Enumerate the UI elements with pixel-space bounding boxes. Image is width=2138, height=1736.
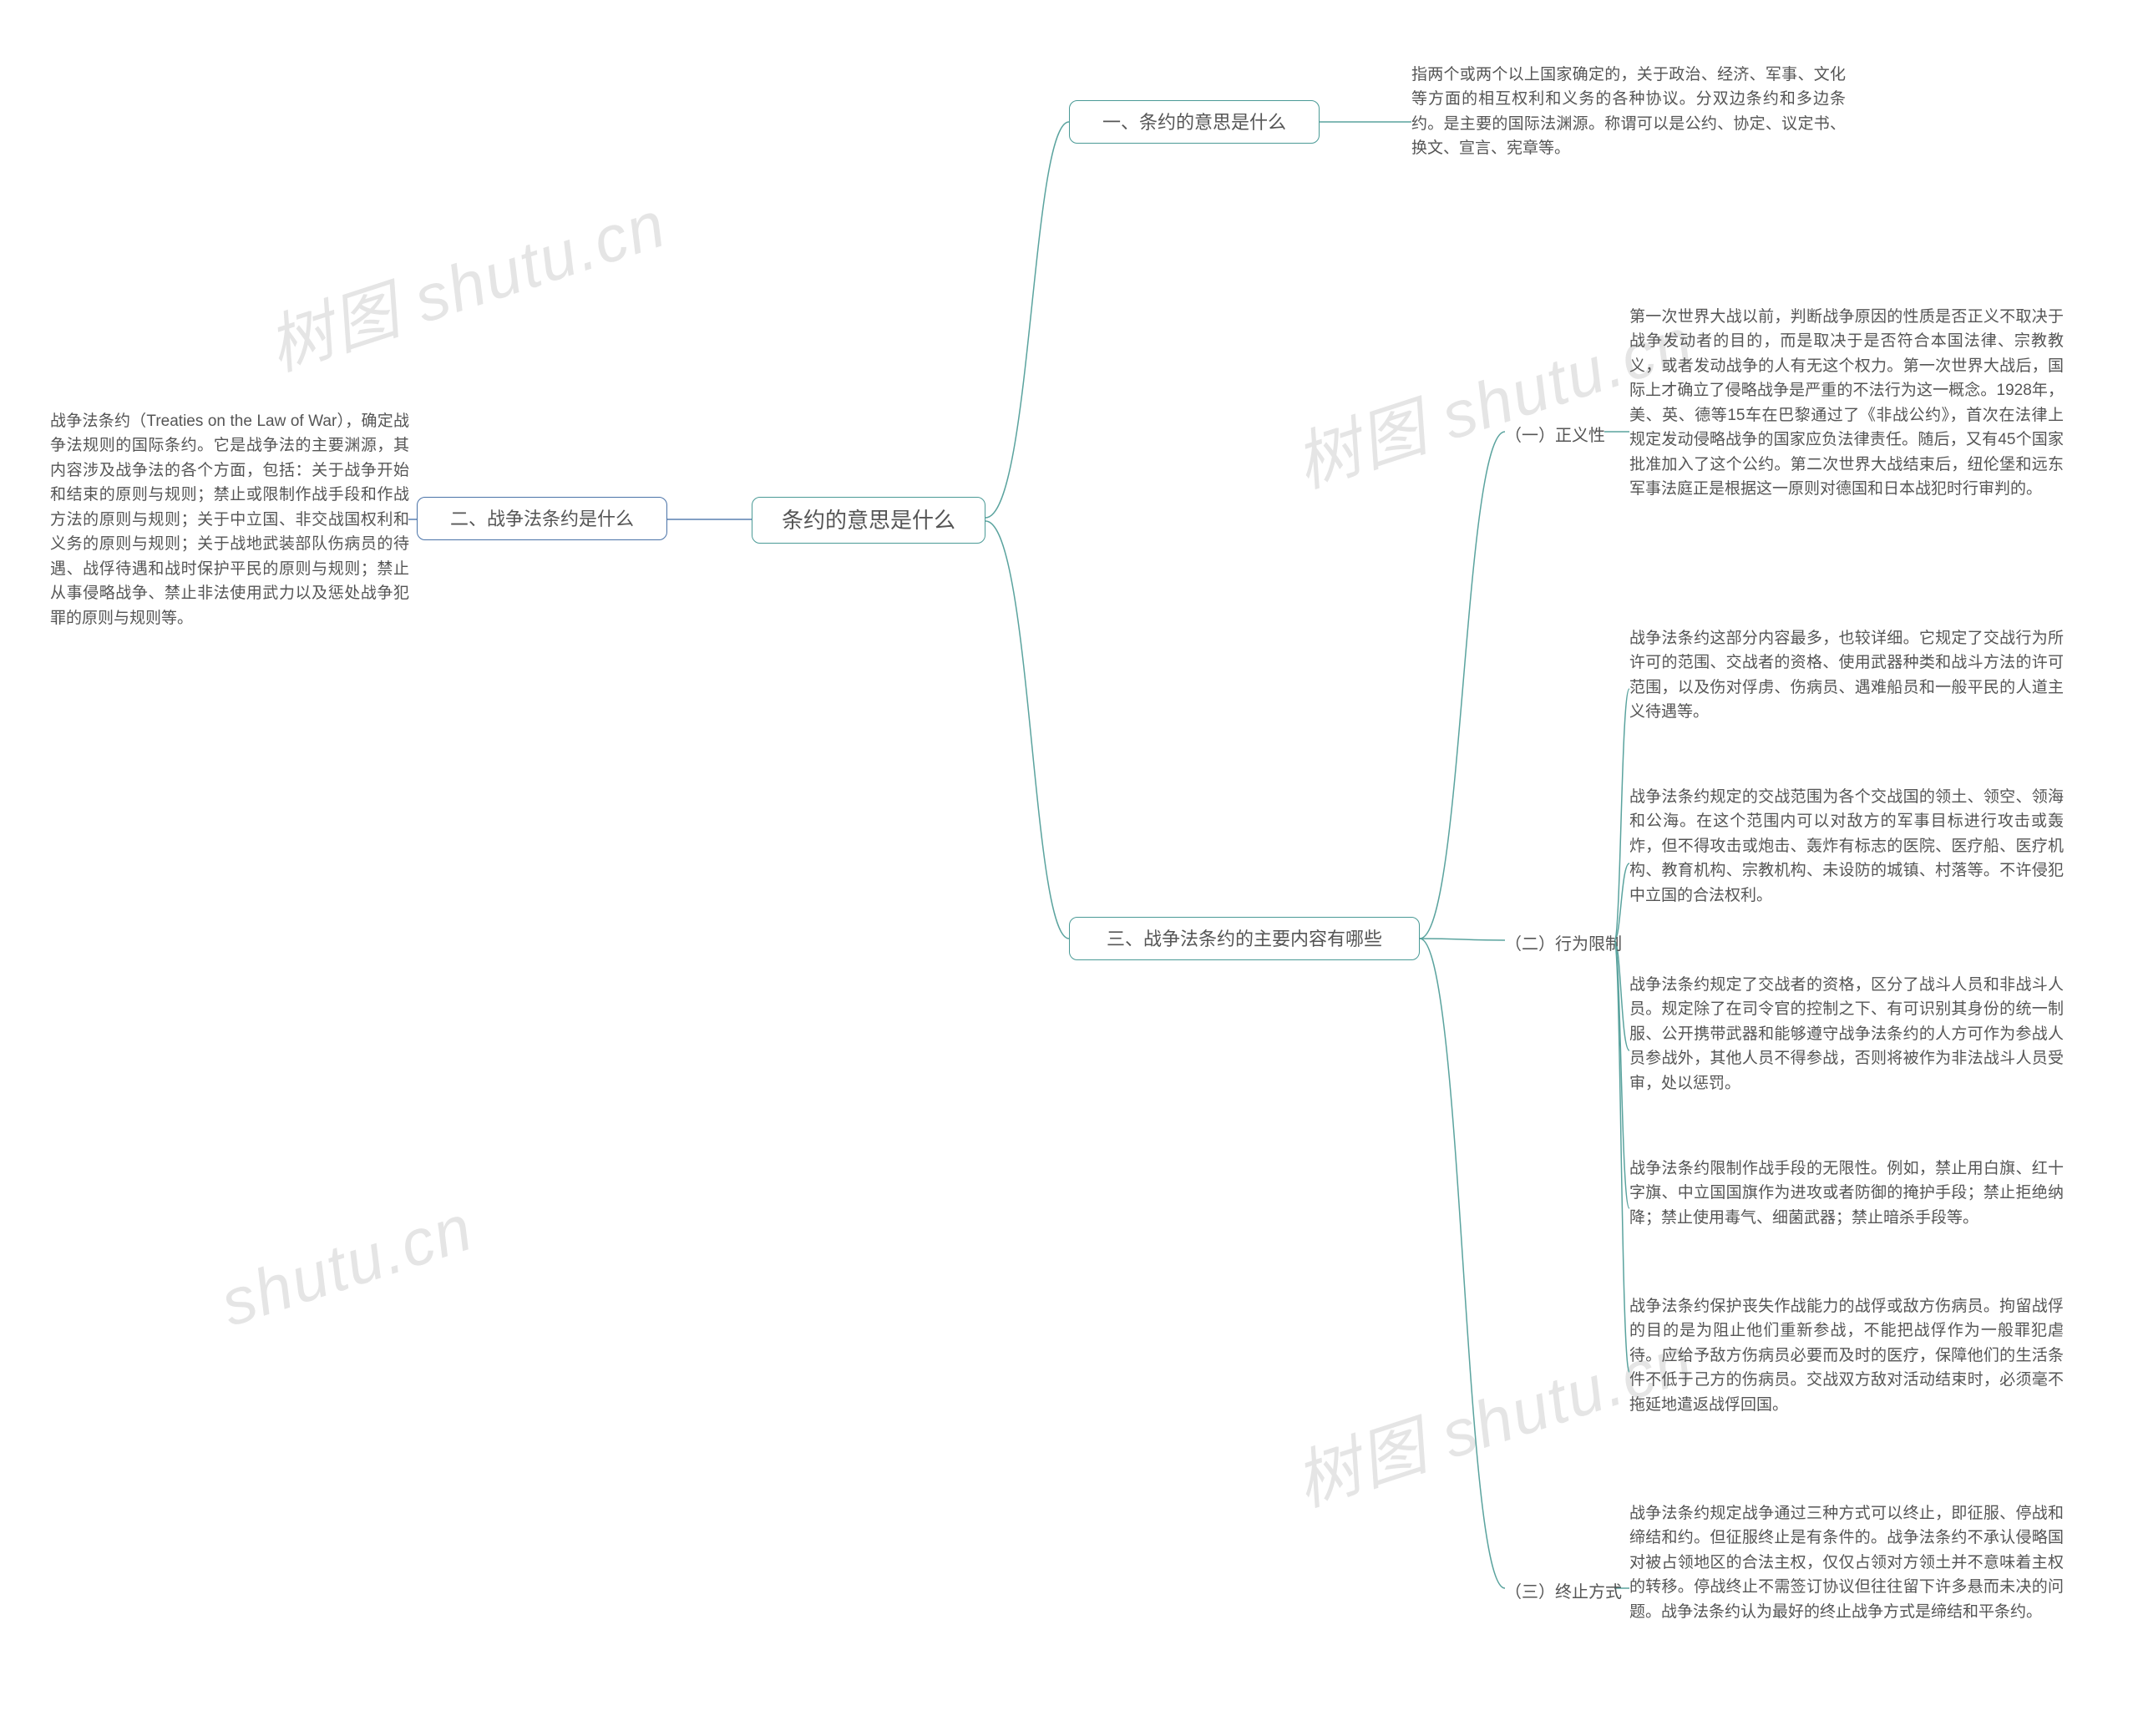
section-3-node: 三、战争法条约的主要内容有哪些	[1069, 917, 1420, 960]
root-node: 条约的意思是什么	[752, 497, 985, 544]
sub-3-label: （三）终止方式	[1505, 1578, 1622, 1602]
sub-3-body: 战争法条约规定战争通过三种方式可以终止，即征服、停战和缔结和约。但征服终止是有条…	[1629, 1501, 2064, 1624]
sub-2-body-2: 战争法条约规定的交战范围为各个交战国的领土、领空、领海和公海。在这个范围内可以对…	[1629, 785, 2064, 908]
sub-2-label: （二）行为限制	[1505, 930, 1622, 954]
section-2-node: 二、战争法条约是什么	[417, 497, 667, 540]
sub-2-body-4: 战争法条约限制作战手段的无限性。例如，禁止用白旗、红十字旗、中立国国旗作为进攻或…	[1629, 1156, 2064, 1230]
sub-1-label: （一）正义性	[1505, 422, 1605, 446]
sub-2-body-5: 战争法条约保护丧失作战能力的战俘或敌方伤病员。拘留战俘的目的是为阻止他们重新参战…	[1629, 1294, 2064, 1417]
sub-1-body: 第一次世界大战以前，判断战争原因的性质是否正义不取决于战争发动者的目的，而是取决…	[1629, 305, 2064, 502]
mindmap-canvas: 树图 shutu.cn 树图 shutu.cn shutu.cn 树图 shut…	[0, 0, 2138, 1736]
sub-2-body-3: 战争法条约规定了交战者的资格，区分了战斗人员和非战斗人员。规定除了在司令官的控制…	[1629, 973, 2064, 1096]
sub-2-body-1: 战争法条约这部分内容最多，也较详细。它规定了交战行为所许可的范围、交战者的资格、…	[1629, 626, 2064, 725]
watermark: shutu.cn	[212, 1189, 483, 1342]
watermark: 树图 shutu.cn	[255, 172, 676, 388]
section-1-body: 指两个或两个以上国家确定的，关于政治、经济、军事、文化等方面的相互权利和义务的各…	[1411, 63, 1846, 161]
section-1-node: 一、条约的意思是什么	[1069, 100, 1320, 144]
section-2-body: 战争法条约（Treaties on the Law of War），确定战争法规…	[50, 409, 409, 630]
